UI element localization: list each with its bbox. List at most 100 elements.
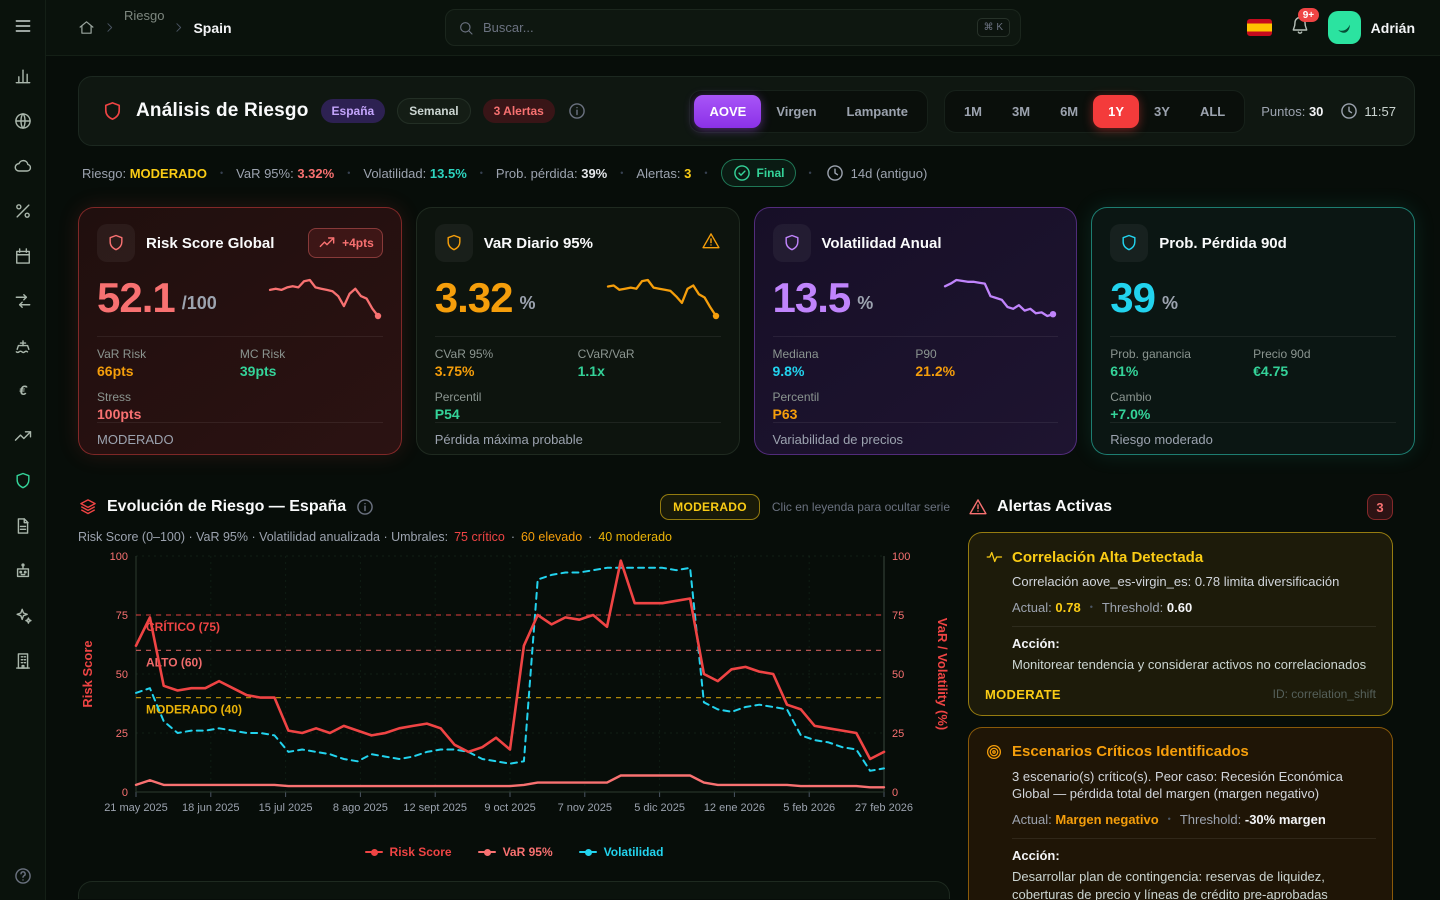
tab-virgen[interactable]: Virgen — [761, 95, 831, 128]
status-riesgo: Riesgo: MODERADO — [82, 165, 207, 181]
svg-text:100: 100 — [892, 551, 910, 563]
menu-icon[interactable] — [13, 16, 33, 36]
percent-icon[interactable] — [13, 201, 33, 221]
range-tabs: 1M 3M 6M 1Y 3Y ALL — [943, 89, 1246, 133]
card-footer: Pérdida máxima probable — [434, 422, 721, 447]
pulse-icon — [985, 548, 1003, 566]
points-counter: Puntos: 30 — [1261, 103, 1324, 119]
svg-text:9 oct 2025: 9 oct 2025 — [484, 802, 535, 814]
shield-icon — [444, 233, 464, 253]
home-icon[interactable] — [78, 19, 95, 36]
card-risk-score-global: Risk Score Global +4pts 52.1 /100 VaR Ri… — [78, 207, 402, 455]
range-6m[interactable]: 6M — [1045, 95, 1093, 128]
search-bar[interactable]: ⌘ K — [445, 9, 1021, 46]
legend-risk-score[interactable]: Risk Score — [364, 845, 452, 859]
ship-icon[interactable] — [13, 336, 33, 356]
status-bar: Riesgo: MODERADO • VaR 95%: 3.32% • Vola… — [78, 159, 1415, 187]
card-title: VaR Diario 95% — [483, 234, 593, 252]
trending-up-icon[interactable] — [13, 426, 33, 446]
robot-icon[interactable] — [13, 561, 33, 581]
notifications-bell[interactable]: 9+ — [1290, 8, 1319, 40]
legend-volatilidad[interactable]: Volatilidad — [578, 845, 663, 859]
notifications-badge: 9+ — [1298, 8, 1319, 22]
info-icon[interactable] — [355, 497, 375, 517]
svg-text:18 jun 2025: 18 jun 2025 — [182, 802, 240, 814]
data-age: 14d (antiguo) — [825, 163, 927, 183]
card-title: Prob. Pérdida 90d — [1159, 234, 1287, 252]
bar-chart-icon[interactable] — [13, 66, 33, 86]
separator-dot: • — [479, 168, 483, 178]
sparkles-icon[interactable] — [13, 606, 33, 626]
region-badge: España — [320, 99, 386, 123]
cloud-icon[interactable] — [13, 156, 33, 176]
document-icon[interactable] — [13, 516, 33, 536]
range-1y[interactable]: 1Y — [1093, 94, 1140, 128]
page-title: Análisis de Riesgo — [136, 100, 309, 121]
card-stat: Stress 100pts — [97, 390, 142, 422]
svg-text:5 dic 2025: 5 dic 2025 — [634, 802, 685, 814]
calendar-icon[interactable] — [13, 246, 33, 266]
search-shortcut: ⌘ K — [976, 18, 1010, 37]
tab-lampante[interactable]: Lampante — [832, 95, 923, 128]
alert-description: 3 escenario(s) crítico(s). Peor caso: Re… — [1012, 768, 1343, 802]
svg-text:25: 25 — [116, 728, 128, 740]
main-content: Análisis de Riesgo España Semanal 3 Aler… — [46, 56, 1440, 900]
info-icon[interactable] — [567, 101, 587, 121]
header-time: 11:57 — [1339, 101, 1396, 121]
alert-title: Escenarios Críticos Identificados — [1012, 743, 1249, 761]
avatar — [1327, 11, 1361, 44]
breadcrumb-current: Spain — [193, 19, 232, 36]
euro-icon[interactable]: € — [13, 381, 33, 401]
next-section-edge — [78, 881, 950, 899]
range-1m[interactable]: 1M — [949, 95, 997, 128]
alert-metrics: Actual: 0.78 • Threshold: 0.60 — [1012, 599, 1193, 615]
range-3m[interactable]: 3M — [997, 95, 1045, 128]
check-circle-icon — [732, 163, 752, 183]
spain-flag-icon[interactable] — [1246, 19, 1272, 36]
help-icon[interactable] — [13, 866, 33, 886]
risk-level-badge: MODERADO — [660, 494, 760, 520]
alert-level: MODERATE — [985, 686, 1061, 702]
svg-text:50: 50 — [892, 669, 904, 681]
svg-text:15 jul 2025: 15 jul 2025 — [259, 802, 313, 814]
chart-subtitle: Risk Score (0–100) · VaR 95% · Volatilid… — [78, 530, 672, 544]
user-menu[interactable]: Adrián — [1327, 11, 1415, 44]
range-3y[interactable]: 3Y — [1139, 95, 1185, 128]
card-value: 52.1 — [97, 274, 176, 321]
chart-title: Evolución de Riesgo — España — [107, 498, 347, 515]
globe-icon[interactable] — [13, 111, 33, 131]
legend-var-95[interactable]: VaR 95% — [477, 845, 553, 859]
tab-aove[interactable]: AOVE — [694, 94, 762, 128]
alert-id: ID: correlation_shift — [1272, 687, 1376, 702]
separator-dot: • — [347, 168, 351, 178]
svg-text:75: 75 — [892, 610, 904, 622]
alert-action-label: Acción: — [1012, 847, 1060, 863]
risk-shield-icon[interactable] — [13, 471, 33, 491]
status-volatilidad: Volatilidad: 13.5% — [363, 165, 467, 181]
svg-text:CRÍTICO (75): CRÍTICO (75) — [146, 619, 220, 634]
delta-badge: +4pts — [308, 228, 383, 258]
building-icon[interactable] — [13, 651, 33, 671]
top-navbar: Riesgo Spain ⌘ K 9+ Adrián — [46, 0, 1440, 56]
svg-text:Risk Score: Risk Score — [80, 640, 95, 707]
svg-text:12 sept 2025: 12 sept 2025 — [403, 802, 467, 814]
card-stat: Mediana 9.8% — [772, 347, 819, 379]
swap-arrows-icon[interactable] — [13, 291, 33, 311]
risk-evolution-section: Evolución de Riesgo — España MODERADO Cl… — [78, 493, 950, 900]
separator-dot: • — [704, 168, 708, 178]
svg-text:75: 75 — [116, 610, 128, 622]
search-input[interactable] — [483, 20, 977, 35]
card-stat: Cambio +7.0% — [1110, 390, 1152, 422]
range-all[interactable]: ALL — [1185, 95, 1240, 128]
legend-marker — [578, 848, 597, 856]
alert-correlation: Correlación Alta Detectada Correlación a… — [968, 532, 1393, 716]
warning-icon — [701, 231, 721, 251]
card-unit: % — [519, 292, 536, 313]
final-badge: Final — [720, 159, 796, 187]
sparkline-chart — [606, 278, 719, 320]
warning-icon — [968, 497, 988, 517]
breadcrumb-parent[interactable]: Riesgo — [124, 8, 165, 23]
svg-text:MODERADO (40): MODERADO (40) — [146, 703, 242, 717]
alert-metrics: Actual: Margen negativo • Threshold: -30… — [1012, 811, 1326, 827]
shield-icon — [106, 233, 126, 253]
